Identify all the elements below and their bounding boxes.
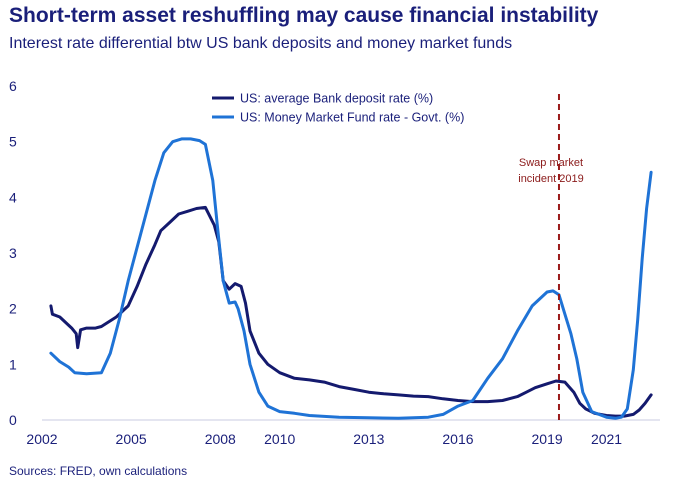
x-tick-label: 2016	[442, 431, 473, 447]
x-tick-label: 2002	[26, 431, 57, 447]
annotation: Swap market incident 2019	[518, 94, 584, 420]
y-tick-label: 2	[9, 301, 17, 317]
y-tick-label: 5	[9, 134, 17, 150]
x-tick-label: 2019	[532, 431, 563, 447]
y-tick-label: 0	[9, 412, 17, 428]
y-tick-label: 6	[9, 78, 17, 94]
y-tick-label: 3	[9, 245, 17, 261]
annotation-label: incident 2019	[518, 173, 583, 185]
x-tick-label: 2021	[591, 431, 622, 447]
legend: US: average Bank deposit rate (%) US: Mon…	[212, 92, 464, 125]
x-tick-label: 2013	[353, 431, 384, 447]
y-tick-label: 1	[9, 356, 17, 372]
legend-item-mmf-label: US: Money Market Fund rate - Govt. (%)	[240, 111, 464, 125]
x-tick-label: 2008	[205, 431, 236, 447]
y-axis-ticks: 0 1 2 3 4 5 6	[9, 78, 17, 428]
x-tick-label: 2005	[116, 431, 147, 447]
annotation-label: Swap market	[519, 157, 583, 169]
x-tick-label: 2010	[264, 431, 295, 447]
chart-title: Short-term asset reshuffling may cause f…	[9, 4, 599, 27]
legend-item-deposit-label: US: average Bank deposit rate (%)	[240, 92, 433, 106]
series-layer	[49, 137, 653, 420]
y-tick-label: 4	[9, 189, 17, 205]
x-axis-ticks: 2002 2005 2008 2010 2013 2016 2019 2021	[26, 431, 622, 447]
deposit-rate-line	[49, 205, 653, 418]
chart-subtitle: Interest rate differential btw US bank d…	[9, 35, 513, 52]
source-note: Sources: FRED, own calculations	[9, 464, 188, 478]
mmf-rate-line	[49, 137, 653, 420]
